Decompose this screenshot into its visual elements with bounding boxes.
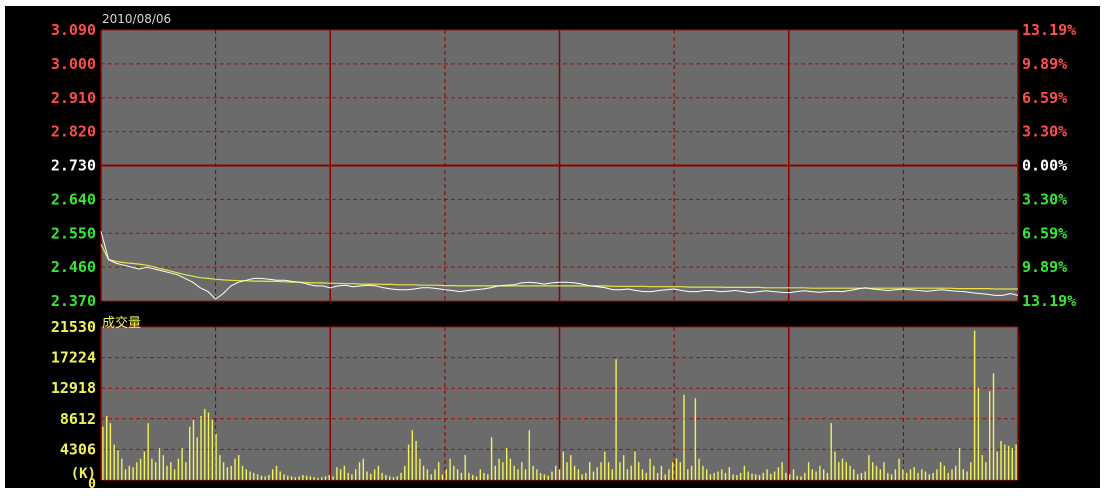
percent-tick-label: 0.00% xyxy=(1022,157,1067,175)
price-tick-label: 2.910 xyxy=(51,89,96,107)
volume-tick-label: 4306 xyxy=(60,440,96,458)
price-tick-label: 2.370 xyxy=(51,292,96,310)
price-tick-label: 3.000 xyxy=(51,55,96,73)
volume-bars xyxy=(102,330,1017,480)
percent-tick-label: 9.89% xyxy=(1022,258,1067,276)
percent-tick-label: 6.59% xyxy=(1022,224,1067,242)
percent-tick-label: 9.89% xyxy=(1022,55,1067,73)
price-axis-left: 3.090 3.000 2.910 2.820 2.730 2.640 2.550 2.460… xyxy=(51,21,96,310)
price-tick-label: 2.550 xyxy=(51,224,96,242)
percent-axis-right: 13.19% 9.89% 6.59% 3.30% 0.00% 3.30% 6.59% 9.89… xyxy=(1022,21,1076,310)
percent-tick-label: 6.59% xyxy=(1022,89,1067,107)
price-tick-label: 2.730 xyxy=(51,157,96,175)
volume-tick-label: 21530 xyxy=(51,318,96,336)
percent-tick-label: 3.30% xyxy=(1022,123,1067,141)
price-grid xyxy=(100,29,1019,302)
chart-date: 2010/08/06 xyxy=(102,12,172,26)
percent-tick-label: 13.19% xyxy=(1022,292,1076,310)
price-tick-label: 3.090 xyxy=(51,21,96,39)
volume-tick-label: 12918 xyxy=(51,379,96,397)
percent-tick-label: 3.30% xyxy=(1022,190,1067,208)
price-tick-label: 2.640 xyxy=(51,190,96,208)
percent-tick-label: 13.19% xyxy=(1022,21,1076,39)
volume-title: 成交量 xyxy=(102,316,142,331)
volume-tick-label: 8612 xyxy=(60,410,96,428)
volume-tick-label: 17224 xyxy=(51,349,96,367)
volume-axis-left: 21530 17224 12918 8612 4306 (K)0 xyxy=(51,318,96,492)
volume-unit-label: (K) xyxy=(71,466,96,482)
price-line xyxy=(100,231,1019,300)
volume-tick-label: 0 xyxy=(88,477,96,492)
price-tick-label: 2.460 xyxy=(51,258,96,276)
price-tick-label: 2.820 xyxy=(51,123,96,141)
